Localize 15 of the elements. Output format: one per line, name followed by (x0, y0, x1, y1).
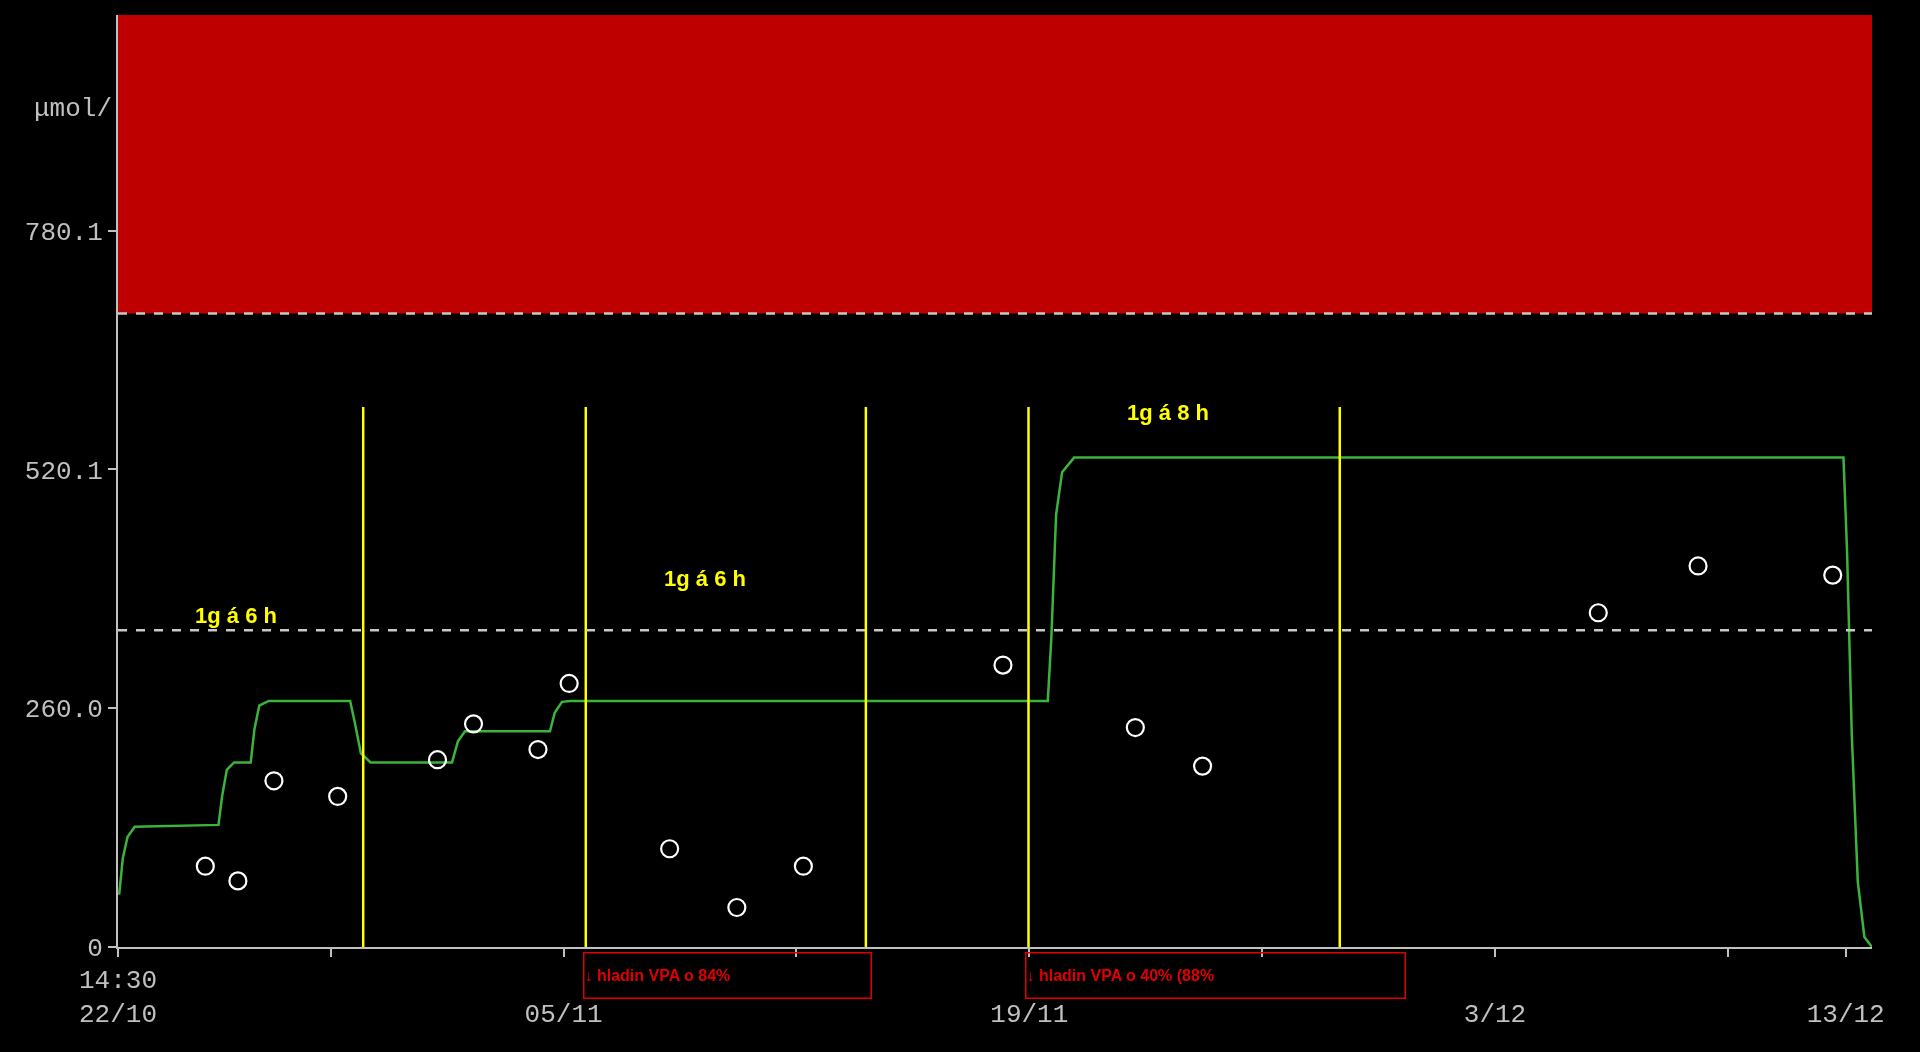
annotation: 1g á 8 h (1127, 400, 1209, 425)
annotation: 1g á 6 h (664, 566, 746, 591)
y-tick-label: 780.1 (24, 217, 103, 248)
x-tick-label: 05/11 (524, 1000, 603, 1030)
text: ↓ hladin VPA o 40% (88% (1026, 967, 1215, 984)
y-tick-label: 520.1 (24, 456, 103, 487)
x-tick-label: 19/11 (990, 1000, 1069, 1030)
x-tick-label: 14:30 22/10 (78, 966, 158, 1030)
y-tick-label: 0 (87, 934, 103, 965)
x-tick-label: 3/12 (1463, 1000, 1527, 1030)
text: ↓ hladin VPA o 84% (584, 967, 731, 984)
y-axis-title: μmol/ (34, 94, 113, 124)
annotation: 1g á 6 h (195, 603, 277, 628)
y-tick-label: 260.0 (24, 695, 103, 726)
x-tick-label: 13/12 (1806, 1000, 1885, 1030)
